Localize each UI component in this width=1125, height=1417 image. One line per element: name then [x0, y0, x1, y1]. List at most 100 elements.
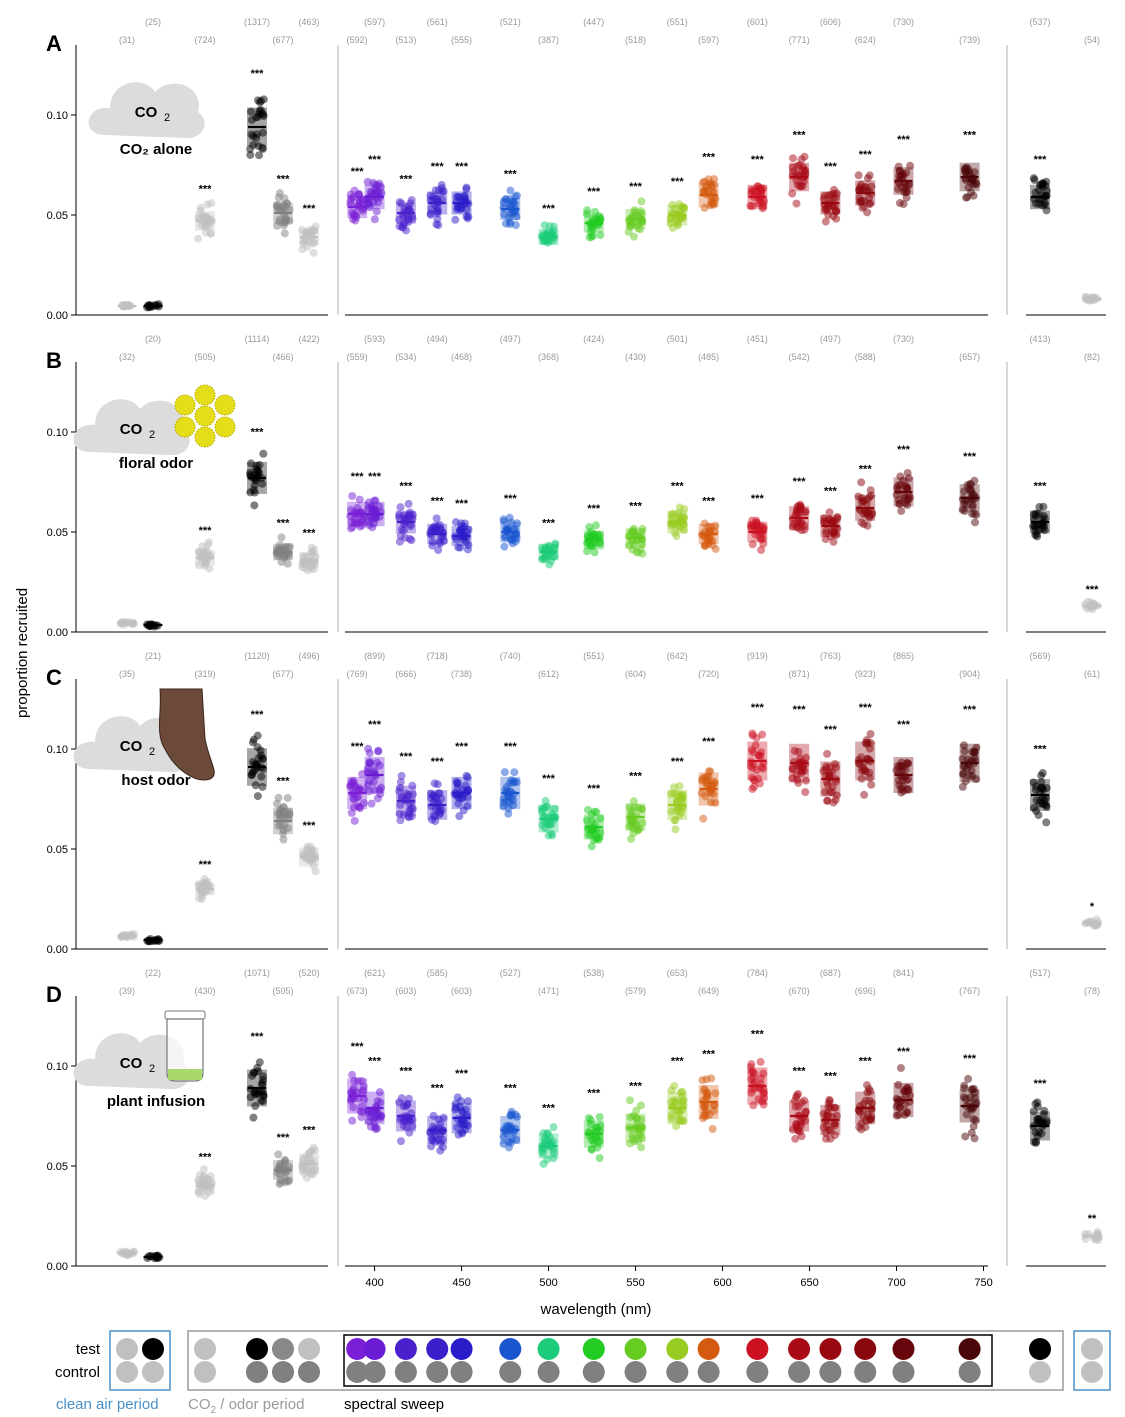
spectral-group-point: [587, 842, 596, 851]
spectral-group-point: [960, 747, 969, 756]
spectral-group-point: [788, 522, 797, 531]
left-group: [298, 1143, 320, 1183]
spectral-group-point: [543, 1155, 552, 1164]
spectral-group-point: [832, 791, 841, 800]
spectral-group-point: [407, 536, 416, 545]
significance-label: ***: [368, 471, 382, 483]
co2-subscript: 2: [164, 112, 170, 124]
left-group-point: [279, 829, 288, 838]
sample-size-label: (1317): [244, 17, 270, 27]
spectral-group-point: [350, 816, 359, 825]
significance-label: ***: [431, 756, 445, 768]
significance-label: ***: [793, 704, 807, 716]
sample-size-label: (588): [855, 352, 876, 362]
left-group: [299, 842, 320, 876]
left-group-point: [194, 1188, 203, 1197]
legend-test-dot: [272, 1338, 294, 1360]
spectral-group-point: [674, 1109, 683, 1118]
left-group: [246, 449, 268, 510]
right-group-point: [1087, 917, 1096, 926]
y-tick-label: 0.00: [47, 310, 68, 322]
left-group-point: [280, 1155, 289, 1164]
left-group-point: [302, 1174, 311, 1183]
significance-label: ***: [542, 518, 556, 530]
jar-liquid: [168, 1069, 202, 1080]
left-group-point: [280, 218, 289, 227]
significance-label: ***: [542, 773, 556, 785]
spectral-group-point: [396, 1137, 405, 1146]
spectral-group-point: [406, 199, 415, 208]
spectral-group-point: [903, 484, 912, 493]
sample-size-label: (649): [698, 986, 719, 996]
left-group-point: [251, 1102, 260, 1111]
spectral-group-point: [676, 523, 685, 532]
left-group: [273, 1150, 294, 1189]
x-tick-label: 700: [887, 1277, 905, 1289]
spectral-group-point: [970, 748, 979, 757]
jar-body: [166, 1018, 204, 1082]
spectral-group-point: [970, 476, 979, 485]
legend-test-dot: [666, 1338, 689, 1360]
spectral-group-point: [706, 533, 715, 542]
legend-control-dot: [142, 1361, 164, 1383]
spectral-group-point: [630, 232, 639, 241]
significance-label: ***: [629, 181, 643, 193]
legend-odor-sub: 2: [211, 1405, 217, 1416]
left-group-point: [246, 150, 255, 159]
right-group: [1081, 1227, 1103, 1245]
sample-size-label: (555): [451, 35, 472, 45]
legend-spectral-box: [343, 1334, 993, 1387]
spectral-group-point: [500, 517, 509, 526]
spectral-group: [395, 196, 417, 235]
legend-test-dot: [394, 1338, 417, 1360]
spectral-group-point: [821, 787, 830, 796]
sample-size-label: (413): [1029, 334, 1050, 344]
spectral-group-point: [512, 191, 521, 200]
spectral-group-point: [551, 539, 560, 548]
significance-label: ***: [793, 476, 807, 488]
spectral-group-point: [788, 1125, 797, 1134]
left-group-point: [279, 835, 288, 844]
spectral-group-point: [433, 203, 442, 212]
legend-control-dot: [697, 1361, 720, 1383]
spectral-group-point: [866, 199, 875, 208]
spectral-group-point: [348, 491, 357, 500]
spectral-group-point: [370, 1118, 379, 1127]
left-group-point: [255, 106, 264, 115]
significance-label: ***: [587, 503, 601, 515]
sample-size-label: (505): [194, 352, 215, 362]
significance-label: ***: [897, 719, 911, 731]
spectral-group-point: [708, 1124, 717, 1133]
spectral-group-point: [436, 539, 445, 548]
right-group-point: [1039, 1110, 1048, 1119]
legend-clean-air-label: clean air period: [56, 1396, 159, 1413]
co2-cloud-flower-icon: CO 2 floral odor: [73, 384, 236, 472]
spectral-group: [537, 539, 560, 569]
left-group-point: [259, 1076, 268, 1085]
sample-size-label: (78): [1084, 986, 1100, 996]
spectral-group-point: [464, 212, 473, 221]
spectral-group: [667, 1081, 688, 1131]
spectral-group-point: [711, 798, 720, 807]
cloud-shape: [88, 82, 205, 139]
spectral-group-point: [439, 1113, 448, 1122]
spectral-group-point: [904, 181, 913, 190]
spectral-group-point: [702, 1089, 711, 1098]
spectral-group-point: [756, 1057, 765, 1066]
spectral-group-point: [451, 215, 460, 224]
spectral-group-point: [826, 1126, 835, 1135]
left-group-point: [257, 772, 266, 781]
significance-label: ***: [431, 1083, 445, 1095]
spectral-group: [395, 499, 417, 546]
right-group: [1081, 597, 1102, 614]
legend-test-dot: [246, 1338, 268, 1360]
left-group: [143, 300, 163, 312]
legend-clean-air-box: [109, 1330, 171, 1391]
sample-size-label: (61): [1084, 669, 1100, 679]
spectral-group: [788, 152, 810, 208]
sample-size-label: (466): [272, 352, 293, 362]
right-group-point: [1040, 522, 1049, 531]
spectral-group-point: [588, 826, 597, 835]
right-group-point: [1042, 802, 1051, 811]
left-group-point: [249, 132, 258, 141]
